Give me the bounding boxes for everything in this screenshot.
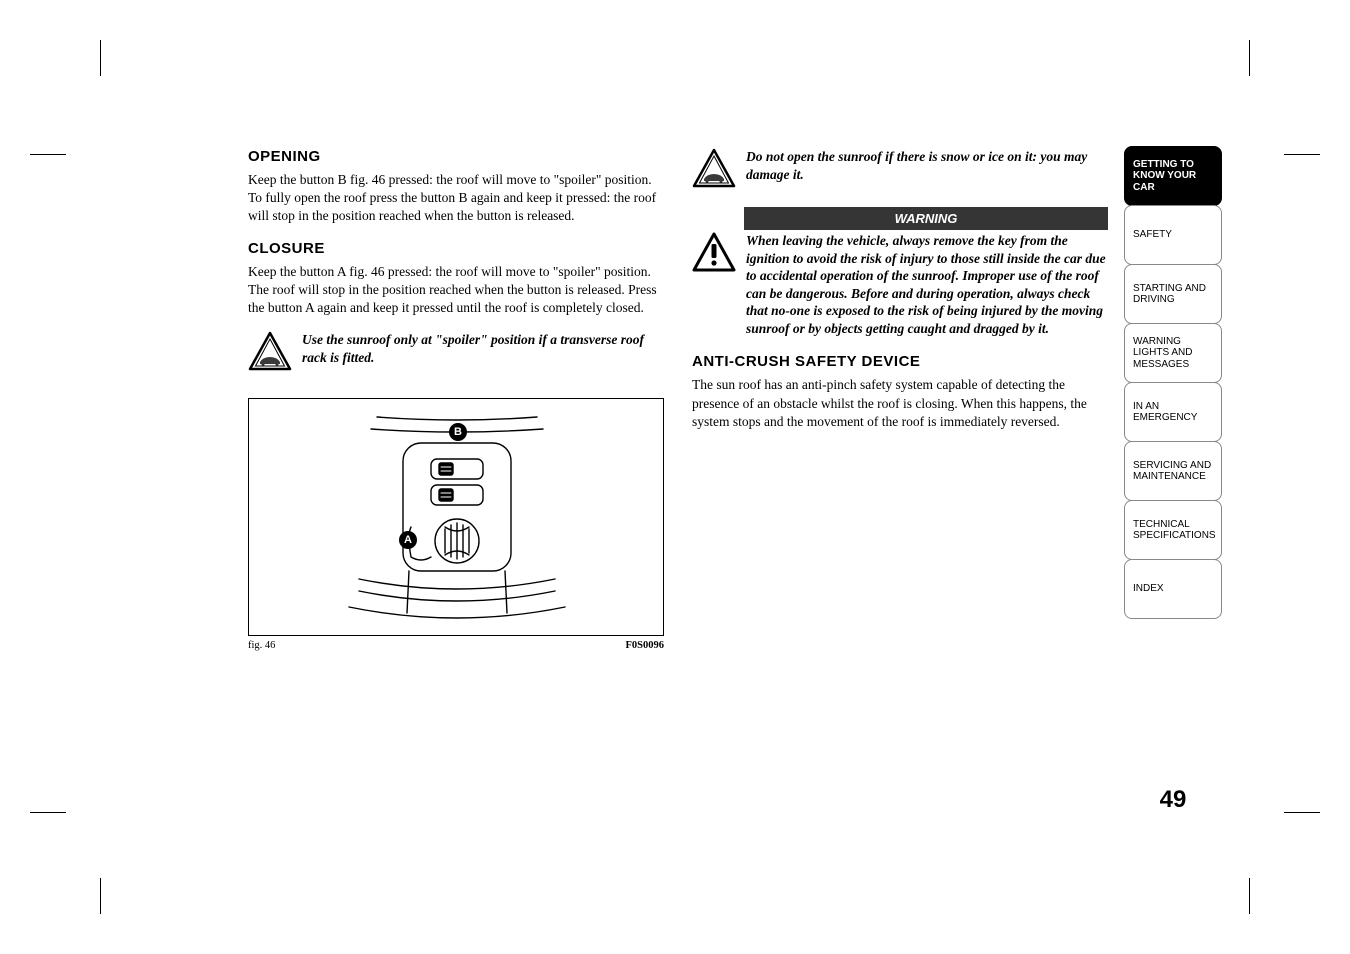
crop-mark xyxy=(30,154,66,155)
crop-mark xyxy=(100,40,101,76)
snow-note-text: Do not open the sunroof if there is snow… xyxy=(746,148,1108,183)
snow-note: Do not open the sunroof if there is snow… xyxy=(692,148,1108,193)
nav-tab-servicing[interactable]: SERVICING AND MAINTENANCE xyxy=(1124,441,1222,501)
figure-46: B A fig. 46 F0S0096 xyxy=(248,398,664,651)
nav-tab-label: WARNING LIGHTS AND MESSAGES xyxy=(1133,336,1213,371)
anticrush-heading: ANTI-CRUSH SAFETY DEVICE xyxy=(692,353,1108,370)
crop-mark xyxy=(100,878,101,914)
warning-exclaim-icon xyxy=(692,232,736,277)
spoiler-note-text: Use the sunroof only at "spoiler" positi… xyxy=(302,331,664,366)
nav-tab-warning-lights[interactable]: WARNING LIGHTS AND MESSAGES xyxy=(1124,323,1222,383)
nav-tab-safety[interactable]: SAFETY xyxy=(1124,205,1222,265)
nav-tab-starting-driving[interactable]: STARTING AND DRIVING xyxy=(1124,264,1222,324)
crop-mark xyxy=(1284,154,1320,155)
nav-tab-label: STARTING AND DRIVING xyxy=(1133,283,1213,306)
warning-body: When leaving the vehicle, always remove … xyxy=(746,232,1108,337)
nav-tab-label: TECHNICAL SPECIFICATIONS xyxy=(1133,519,1216,542)
anticrush-body: The sun roof has an anti-pinch safety sy… xyxy=(692,376,1108,431)
figure-caption-left: fig. 46 xyxy=(248,640,275,651)
caution-car-icon xyxy=(692,148,736,193)
figure-caption: fig. 46 F0S0096 xyxy=(248,640,664,651)
crop-mark xyxy=(1249,878,1250,914)
nav-tab-label: INDEX xyxy=(1133,583,1164,595)
nav-tab-know-your-car[interactable]: GETTING TO KNOW YOUR CAR xyxy=(1124,146,1222,206)
figure-caption-right: F0S0096 xyxy=(625,640,664,651)
opening-heading: OPENING xyxy=(248,148,664,165)
crop-mark xyxy=(1249,40,1250,76)
closure-body: Keep the button A fig. 46 pressed: the r… xyxy=(248,263,664,318)
crop-mark xyxy=(30,812,66,813)
warning-box: WARNING When leaving the vehicle, always… xyxy=(692,207,1108,337)
opening-body: Keep the button B fig. 46 pressed: the r… xyxy=(248,171,664,226)
warning-label: WARNING xyxy=(744,207,1108,230)
right-column: Do not open the sunroof if there is snow… xyxy=(692,148,1108,651)
nav-tab-index[interactable]: INDEX xyxy=(1124,559,1222,619)
nav-tab-tech-specs[interactable]: TECHNICAL SPECIFICATIONS xyxy=(1124,500,1222,560)
spoiler-note: Use the sunroof only at "spoiler" positi… xyxy=(248,331,664,376)
nav-tab-label: SAFETY xyxy=(1133,229,1172,241)
figure-46-image: B A xyxy=(248,398,664,636)
caution-car-icon xyxy=(248,331,292,376)
closure-heading: CLOSURE xyxy=(248,240,664,257)
page-number: 49 xyxy=(1124,786,1222,814)
crop-mark xyxy=(1284,812,1320,813)
nav-tab-label: IN AN EMERGENCY xyxy=(1133,401,1213,424)
left-column: OPENING Keep the button B fig. 46 presse… xyxy=(248,148,664,651)
nav-tab-emergency[interactable]: IN AN EMERGENCY xyxy=(1124,382,1222,442)
page-content: OPENING Keep the button B fig. 46 presse… xyxy=(248,148,1138,651)
nav-tab-label: SERVICING AND MAINTENANCE xyxy=(1133,460,1213,483)
side-nav: GETTING TO KNOW YOUR CAR SAFETY STARTING… xyxy=(1124,146,1222,618)
nav-tab-label: GETTING TO KNOW YOUR CAR xyxy=(1133,159,1213,194)
